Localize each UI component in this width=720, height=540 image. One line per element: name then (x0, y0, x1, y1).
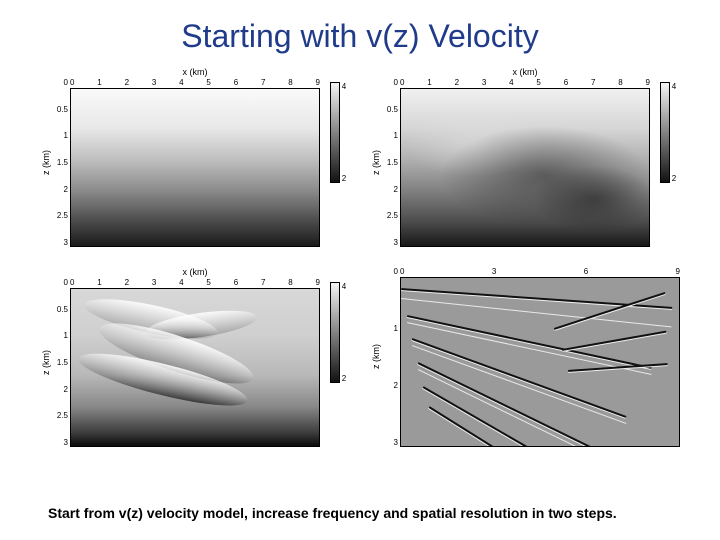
heatmap-vz-start (70, 88, 320, 247)
colorbar-icon (330, 282, 340, 383)
panel-bottom-left: x (km) z (km) 00.511.522.53 0123456789 4… (40, 267, 350, 447)
xticks-tl: 0123456789 (70, 78, 320, 88)
yticks-tr: 00.511.522.53 (382, 78, 400, 247)
panel-top-left: x (km) z (km) 00.511.522.53 0123456789 4… (40, 67, 350, 247)
panel-grid: x (km) z (km) 00.511.522.53 0123456789 4… (40, 67, 680, 447)
heatmap-smoothed (400, 88, 650, 247)
ylabel: z (km) (40, 278, 52, 447)
xlabel: x (km) (370, 67, 680, 77)
yticks-tl: 00.511.522.53 (52, 78, 70, 247)
yticks-bl: 00.511.522.53 (52, 278, 70, 447)
heatmap-midfreq (70, 288, 320, 447)
slide-caption: Start from v(z) velocity model, increase… (48, 505, 660, 523)
cbar-ticks-bl: 42 (342, 282, 346, 383)
cbar-ticks-tr: 42 (672, 82, 676, 183)
slide-title: Starting with v(z) Velocity (40, 18, 680, 55)
xlabel: x (km) (40, 267, 350, 277)
panel-top-right: x (km) z (km) 00.511.522.53 0123456789 4… (370, 67, 680, 247)
cbar-ticks-tl: 42 (342, 82, 346, 183)
panel-bottom-right: z (km) 0123 0369 (370, 267, 680, 447)
xticks-bl: 0123456789 (70, 278, 320, 288)
heatmap-highfreq (400, 277, 680, 447)
xticks-tr: 0123456789 (400, 78, 650, 88)
xticks-br: 0369 (400, 267, 680, 277)
ylabel: z (km) (370, 78, 382, 247)
yticks-br: 0123 (382, 267, 400, 447)
xlabel: x (km) (40, 67, 350, 77)
slide: Starting with v(z) Velocity x (km) z (km… (0, 0, 720, 540)
colorbar-icon (330, 82, 340, 183)
ylabel: z (km) (370, 267, 382, 447)
ylabel: z (km) (40, 78, 52, 247)
colorbar-icon (660, 82, 670, 183)
